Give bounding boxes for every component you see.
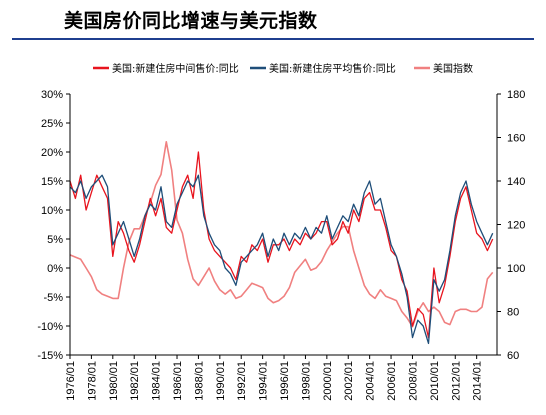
x-tick-label: 2000/01 [322,361,334,401]
y-left-tick-label: -15% [37,350,63,362]
axes-layer: -15% -10% -5% 0% 5% 10% 15% 20% 25% 30% 60 80 100 120… [37,89,525,401]
x-tick-label: 1994/01 [258,361,270,401]
x-tick-label: 2012/01 [450,361,462,401]
x-tick-label: 2004/01 [365,361,377,401]
y-left-tick-label: 0% [47,263,63,275]
x-tick-label: 1976/01 [65,361,77,401]
y-left-tick-label: 10% [41,205,63,217]
legend-label-1: 美国:新建住房中间售价:同比 [112,62,239,75]
x-tick-label: 1982/01 [129,361,141,401]
x-tick-label: 1980/01 [108,361,120,401]
x-tick-label: 1986/01 [172,361,184,401]
y-right-tick-label: 140 [507,176,525,188]
x-tick-label: 2002/01 [343,361,355,401]
y-left-tick-label: 20% [41,147,63,159]
y-left-tick-label: 5% [47,234,63,246]
x-tick-label: 1984/01 [151,361,163,401]
x-tick-label: 2010/01 [429,361,441,401]
x-tick-label: 2014/01 [472,361,484,401]
x-tick-label: 2008/01 [407,361,419,401]
legend-label-2: 美国:新建住房平均售价:同比 [269,62,396,75]
x-tick-label: 1998/01 [300,361,312,401]
legend: 美国:新建住房中间售价:同比 美国:新建住房平均售价:同比 美国指数 [93,62,473,75]
series-line-2 [69,174,494,345]
x-tick-label: 1988/01 [193,361,205,401]
series-line-1 [69,151,494,339]
x-tick-label: 1978/01 [86,361,98,401]
x-tick-label: 1992/01 [236,361,248,401]
x-tick-label: 2006/01 [386,361,398,401]
x-tick-label: 1990/01 [215,361,227,401]
y-right-tick-label: 120 [507,220,525,232]
series-layer [69,141,494,345]
y-left-tick-label: -10% [37,321,63,333]
chart-title: 美国房价同比增速与美元指数 [64,10,318,32]
series-line-3 [69,141,494,328]
title-underline [12,38,534,40]
y-left-tick-label: 25% [41,118,63,130]
y-left-tick-label: -5% [43,292,63,304]
y-left-tick-label: 30% [41,89,63,101]
x-tick-label: 1996/01 [279,361,291,401]
y-right-tick-label: 80 [507,307,519,319]
y-right-tick-label: 180 [507,89,525,101]
y-right-tick-label: 160 [507,133,525,145]
y-right-tick-label: 100 [507,263,525,275]
legend-label-3: 美国指数 [433,62,473,75]
y-right-tick-label: 60 [507,350,519,362]
y-left-tick-label: 15% [41,176,63,188]
